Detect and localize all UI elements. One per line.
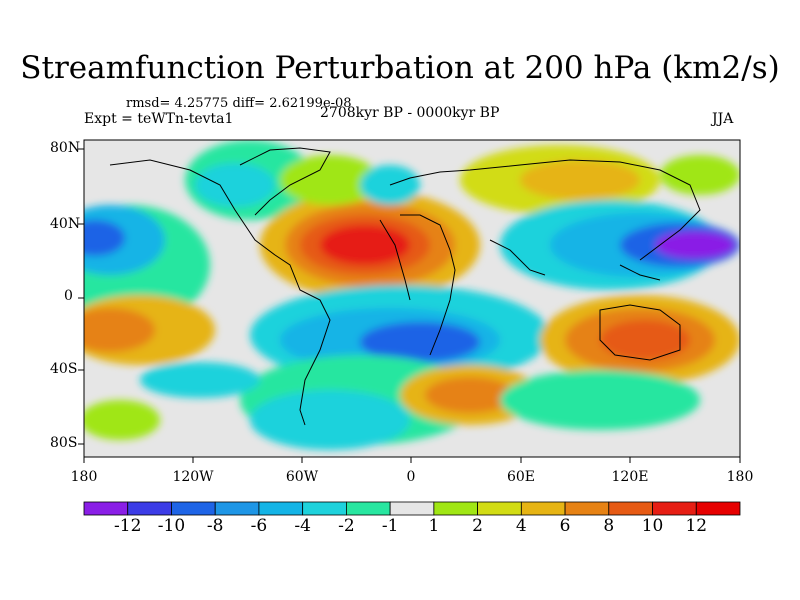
lon-label-180e: 180 (726, 469, 754, 485)
lon-label-180w: 180 (70, 469, 98, 485)
colorbar-label: -4 (294, 516, 311, 536)
colorbar-swatch (564, 501, 610, 516)
colorbar-label: -8 (206, 516, 224, 536)
lat-label-80n: 80N (50, 140, 81, 156)
colorbar-label: -6 (250, 516, 268, 536)
period-label: 2708kyr BP - 0000kyr BP (320, 105, 500, 121)
colorbar-swatch (83, 501, 129, 516)
colorbar-label: 1 (428, 516, 440, 536)
lon-label-120e: 120E (611, 469, 649, 485)
colorbar-swatch (608, 501, 653, 516)
lon-label-60e: 60E (506, 469, 536, 485)
experiment-label: Expt = teWTn-tevta1 (84, 111, 234, 127)
colorbar-label: 6 (559, 516, 571, 536)
colorbar-label: 8 (603, 516, 615, 536)
lon-label-60w: 60W (285, 469, 319, 485)
colorbar-label: 2 (472, 516, 484, 536)
colorbar-swatch (477, 501, 522, 516)
colorbar-swatch (389, 501, 435, 516)
colorbar-swatch (652, 501, 697, 516)
colorbar-label: 12 (685, 516, 708, 536)
lat-label-80s: 80S (50, 435, 78, 451)
colorbar-swatch (127, 501, 172, 516)
colorbar-label: -12 (114, 516, 142, 536)
coastlines (109, 147, 701, 426)
colorbar-swatch (433, 501, 479, 516)
lat-label-40n: 40N (50, 216, 81, 232)
colorbar-label: -2 (338, 516, 355, 536)
streamfunction-field (84, 140, 740, 457)
colorbar-label: 4 (515, 516, 527, 536)
colorbar-swatch (302, 501, 347, 516)
colorbar (83, 501, 741, 516)
plot-title: Streamfunction Perturbation at 200 hPa (… (20, 50, 780, 86)
colorbar-swatch (214, 501, 260, 516)
lon-label-0: 0 (406, 469, 416, 485)
colorbar-swatch (695, 501, 741, 516)
season-label: JJA (712, 111, 734, 127)
colorbar-swatch (345, 501, 391, 516)
axis-ticks (78, 148, 741, 463)
colorbar-swatch (520, 501, 566, 516)
colorbar-label: -10 (157, 516, 186, 536)
colorbar-swatch (171, 501, 216, 516)
stats-text: rmsd= 4.25775 diff= 2.62199e-08 (126, 96, 352, 111)
lat-label-0: 0 (64, 288, 73, 304)
colorbar-label: 10 (641, 516, 664, 536)
colorbar-swatch (258, 501, 304, 516)
colorbar-label: -1 (381, 516, 399, 536)
lat-label-40s: 40S (50, 361, 78, 377)
lon-label-120w: 120W (172, 469, 214, 485)
